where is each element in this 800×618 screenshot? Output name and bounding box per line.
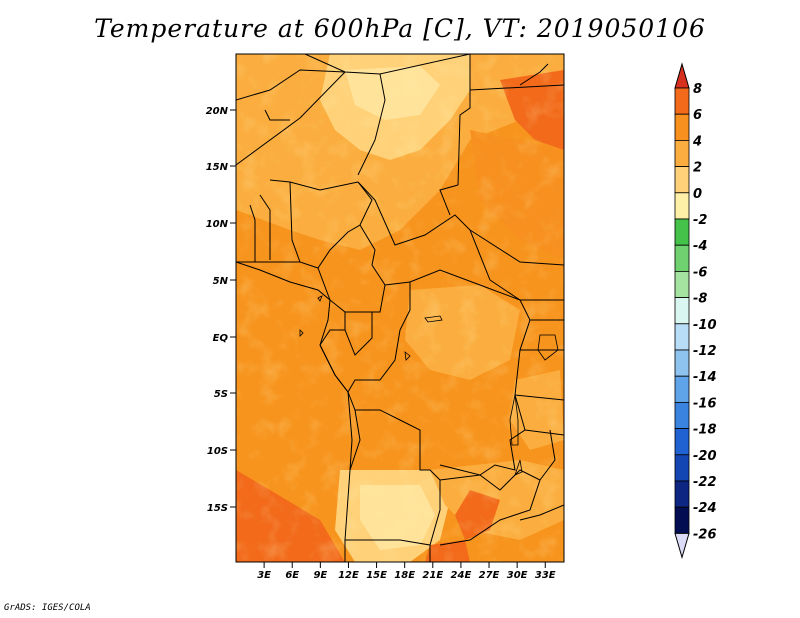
lat-tick-label: 10S — [207, 446, 228, 457]
colorbar-label: 8 — [693, 82, 702, 97]
colorbar-swatch — [674, 218, 690, 246]
colorbar-label: -2 — [693, 213, 707, 228]
colorbar-label: -6 — [693, 265, 707, 280]
colorbar-swatch — [674, 480, 690, 508]
longitude-axis: 3E 6E 9E 12E 15E 18E 21E 24E 27E 30E 33E — [257, 562, 556, 581]
colorbar-swatch — [674, 87, 690, 115]
colorbar-swatch — [674, 428, 690, 456]
colorbar-swatch — [674, 166, 690, 194]
lon-tick-label: 30E — [507, 570, 528, 581]
colorbar-swatch — [674, 139, 690, 167]
colorbar-label: 2 — [693, 161, 702, 176]
colorbar-label: -10 — [693, 318, 717, 333]
colorbar-label: -16 — [693, 396, 717, 411]
colorbar-swatch — [674, 506, 690, 534]
colorbar-label: -18 — [693, 423, 717, 438]
colorbar-swatch — [674, 192, 690, 220]
chart-title: Temperature at 600hPa [C], VT: 201905010… — [94, 14, 706, 43]
lat-tick-label: 15N — [206, 162, 229, 173]
lon-tick-label: 3E — [257, 570, 271, 581]
temperature-field — [236, 54, 564, 562]
colorbar-swatch — [674, 113, 690, 141]
lat-tick-label: 5N — [213, 276, 229, 287]
colorbar-swatch — [674, 349, 690, 377]
colorbar-label: 6 — [693, 108, 702, 123]
lon-tick-label: 15E — [366, 570, 387, 581]
colorbar-top-arrow — [674, 62, 690, 89]
colorbar-label: 4 — [692, 134, 702, 149]
colorbar-label: -26 — [693, 527, 717, 542]
colorbar-bottom-arrow — [674, 532, 690, 560]
grads-credit: GrADS: IGES/COLA — [4, 603, 91, 613]
colorbar-swatch — [674, 297, 690, 325]
lon-tick-label: 24E — [451, 570, 472, 581]
colorbar-swatch — [674, 401, 690, 429]
country-borders — [236, 54, 564, 562]
map-frame — [235, 53, 565, 563]
lon-tick-label: 6E — [285, 570, 299, 581]
colorbar-swatch — [674, 375, 690, 403]
colorbar-swatch — [674, 244, 690, 272]
lon-tick-label: 33E — [535, 570, 556, 581]
lat-tick-label: 10N — [206, 219, 229, 230]
colorbar-label: -8 — [693, 292, 707, 307]
colorbar: 8 6 4 2 0 -2 -4 -6 -8 -10 -12 -14 -16 -18 -20 -22 -24 -26 — [674, 62, 717, 560]
lon-tick-label: 12E — [338, 570, 359, 581]
lat-tick-label: 5S — [214, 389, 228, 400]
colorbar-label: -24 — [693, 501, 717, 516]
lon-tick-label: 9E — [313, 570, 327, 581]
colorbar-label: -4 — [693, 239, 707, 254]
colorbar-label: -20 — [693, 449, 717, 464]
latitude-axis: 20N 15N 10N 5N EQ 5S 10S 15S — [206, 106, 236, 514]
field-texture — [236, 54, 564, 562]
colorbar-label: -22 — [693, 475, 717, 490]
lon-tick-label: 27E — [479, 570, 500, 581]
colorbar-label: 0 — [693, 187, 702, 202]
lon-tick-label: 21E — [422, 570, 443, 581]
colorbar-swatch — [674, 323, 690, 351]
colorbar-label: -14 — [693, 370, 717, 385]
lat-tick-label: 15S — [207, 503, 228, 514]
lat-tick-label: EQ — [213, 333, 229, 344]
lat-tick-label: 20N — [206, 106, 229, 117]
colorbar-swatch — [674, 270, 690, 298]
lon-tick-label: 18E — [394, 570, 415, 581]
colorbar-label: -12 — [693, 344, 717, 359]
colorbar-swatch — [674, 454, 690, 482]
